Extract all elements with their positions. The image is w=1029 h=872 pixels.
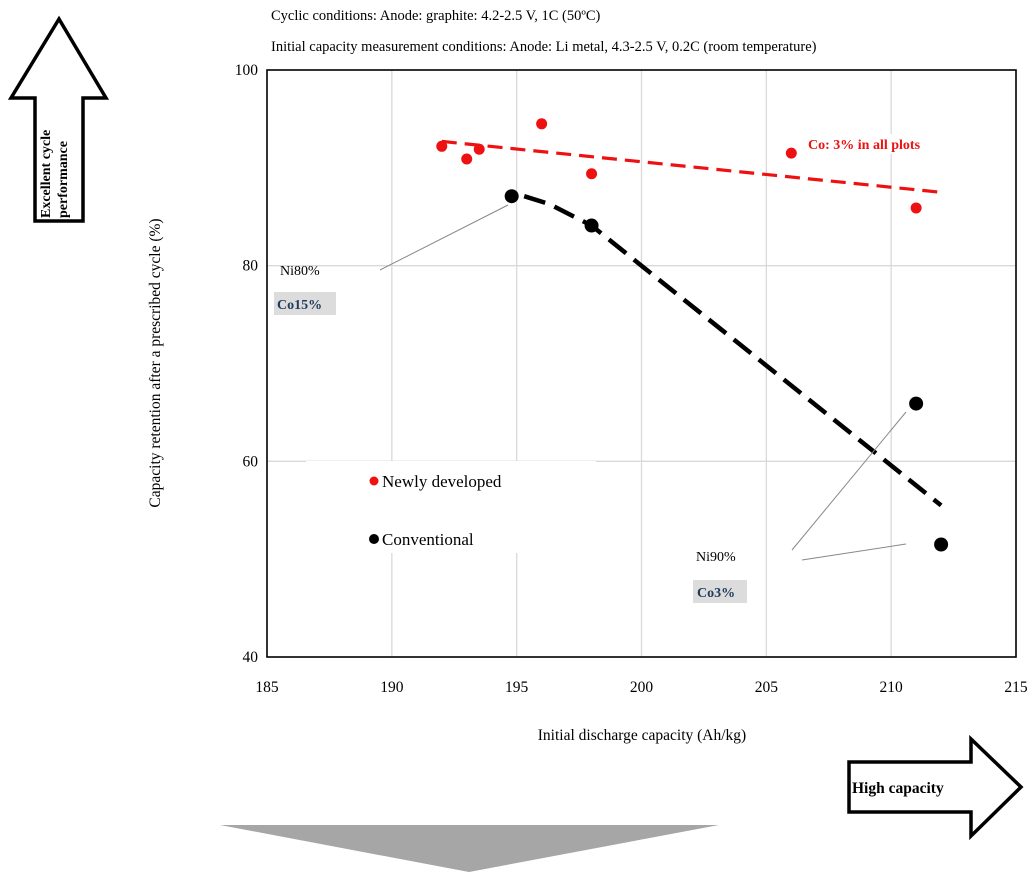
data-point-conventional [934,537,949,552]
co-all-label-box [803,134,960,154]
x-tick-label: 205 [755,679,779,696]
legend-label-conventional: Conventional [382,530,474,549]
right-arrow-label: High capacity [852,780,944,797]
trend-line-newly [441,139,942,194]
legend-marker-conventional [369,534,379,544]
leader-lines [379,204,907,561]
data-point-newly [436,140,448,152]
x-tick-label: 195 [505,679,529,696]
data-point-newly [473,143,485,155]
leader-ni90-b [801,543,907,561]
up-arrow-label-line2: performance [56,141,71,218]
x-tick-label: 200 [630,679,654,696]
y-tick-label: 40 [243,649,259,666]
right-arrow: High capacity [847,734,1024,841]
co3-highlight [693,580,747,603]
leader-ni80 [379,204,509,271]
y-tick-label: 80 [243,258,259,275]
x-tick-label: 190 [380,679,404,696]
ni90-label: Ni90% [696,550,736,565]
up-arrow-label-line1: Excellent cycle [39,130,54,218]
co3-label: Co3% [697,586,735,601]
legend-label-newly: Newly developed [382,472,502,491]
co-all-label: Co: 3% in all plots [808,138,921,153]
legend-marker-newly [369,476,379,486]
x-axis-ticks: 185 190 195 200 205 210 215 [255,679,1028,696]
co15-label: Co15% [277,298,322,313]
initial-conditions-text: Initial capacity measurement conditions:… [271,39,817,55]
y-tick-label: 100 [235,62,259,79]
x-axis-title: Initial discharge capacity (Ah/kg) [538,727,746,744]
trend-line-conventional [523,194,943,508]
y-axis-title: Capacity retention after a prescribed cy… [147,218,164,507]
legend-box [306,461,596,553]
data-points [436,118,949,552]
cyclic-conditions-text: Cyclic conditions: Anode: graphite: 4.2-… [271,8,601,24]
grid [267,70,1016,657]
data-point-newly [586,168,598,180]
x-tick-label: 185 [255,679,279,696]
co15-highlight [274,292,336,315]
data-point-newly [536,118,548,130]
ni80-label: Ni80% [280,264,320,279]
down-arrow [220,825,719,872]
y-tick-label: 60 [243,453,259,470]
up-arrow: Excellent cycle performance [7,15,110,223]
data-point-newly [461,153,473,165]
data-point-newly [910,202,922,214]
x-tick-label: 215 [1004,679,1028,696]
data-point-newly [785,147,797,159]
leader-ni90-a [791,411,907,551]
data-point-conventional [584,218,599,233]
data-point-conventional [909,396,924,411]
x-tick-label: 210 [880,679,904,696]
data-point-conventional [504,189,519,204]
plot-frame [266,69,1017,658]
y-axis-ticks: 40 60 80 100 [235,62,259,666]
